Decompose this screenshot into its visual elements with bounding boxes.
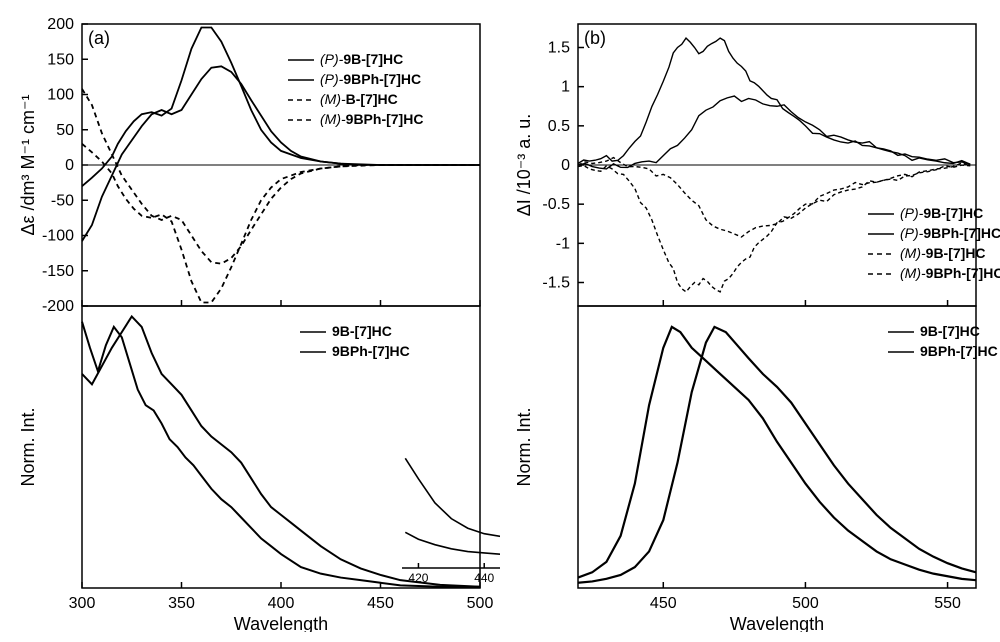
legend-item: (P)-9B-[7]HC (320, 51, 403, 67)
legend-item: (P)-9B-[7]HC (900, 205, 983, 221)
ytick-label: -200 (42, 298, 74, 315)
xtick-label: 300 (69, 595, 96, 612)
legend-item: (M)-9B-[7]HC (900, 245, 986, 261)
legend-item: (M)-9BPh-[7]HC (320, 111, 423, 127)
ytick-label: 0 (561, 157, 570, 174)
xtick-label: 500 (467, 595, 494, 612)
xtick-label: 450 (650, 595, 677, 612)
legend-item: (M)-B-[7]HC (320, 91, 398, 107)
panel-b: (b) -1.5 -1 -0.5 0 0.5 1 1.5 ΔI /10⁻³ a. u. (P)-9… (510, 10, 1000, 632)
xtick-label: 550 (934, 595, 961, 612)
ytick-label: 100 (47, 87, 74, 104)
ytick-label: -150 (42, 263, 74, 280)
series-9B-7HC (578, 327, 976, 580)
ytick-label: 200 (47, 16, 74, 33)
ytick-label: 50 (56, 122, 74, 139)
series-9B-7HC (82, 322, 480, 587)
ytick-label: -100 (42, 228, 74, 245)
ytick-label: -1.5 (542, 275, 570, 292)
xtick-label: 350 (168, 595, 195, 612)
x-axis-label: Wavelength (234, 614, 328, 632)
ytick-label: -0.5 (542, 196, 570, 213)
ytick-label: -50 (51, 192, 74, 209)
series-P-9B-7HC (82, 28, 480, 187)
ytick-label: 150 (47, 51, 74, 68)
panel-b-svg: (b) -1.5 -1 -0.5 0 0.5 1 1.5 ΔI /10⁻³ a. u. (P)-9… (510, 10, 1000, 632)
ytick-label: 0.5 (548, 118, 570, 135)
y-axis-label: ΔI /10⁻³ a. u. (514, 114, 534, 217)
y-axis-label: Δε /dm³ M⁻¹ cm⁻¹ (18, 94, 38, 235)
series-9BPh-7HC (82, 316, 480, 586)
series-9BPh-7HC (578, 327, 976, 583)
panel-a-svg: (a) -200 -150 -100 -50 0 50 100 150 200 Δε /dm³ M⁻… (10, 10, 500, 632)
y-axis-label: Norm. Int. (514, 407, 534, 486)
ytick-label: 1 (561, 79, 570, 96)
legend-item: (P)-9BPh-[7]HC (900, 225, 1000, 241)
x-axis-label: Wavelength (730, 614, 824, 632)
panel-label: (b) (584, 28, 606, 48)
legend-item: (P)-9BPh-[7]HC (320, 71, 421, 87)
series-M-B-7HC (82, 144, 480, 303)
panel-a: (a) -200 -150 -100 -50 0 50 100 150 200 Δε /dm³ M⁻… (10, 10, 500, 632)
ytick-label: 1.5 (548, 40, 570, 57)
y-axis-label: Norm. Int. (18, 407, 38, 486)
panel-label: (a) (88, 28, 110, 48)
xtick-label: 500 (792, 595, 819, 612)
ytick-label: -1 (556, 235, 570, 252)
inset-series-9BPh-7HC (405, 532, 500, 561)
inset-xtick: 420 (408, 571, 428, 585)
ytick-label: 0 (65, 157, 74, 174)
xtick-label: 400 (268, 595, 295, 612)
inset-xtick: 440 (474, 571, 494, 585)
series-P-9B-7HC (578, 38, 970, 164)
legend-item: (M)-9BPh-[7]HC (900, 265, 1000, 281)
inset-series-9B-7HC (405, 458, 500, 547)
legend-item: 9B-[7]HC (920, 323, 980, 339)
series-P-9BPh-7HC (578, 96, 970, 169)
legend-item: 9BPh-[7]HC (332, 343, 410, 359)
xtick-label: 450 (367, 595, 394, 612)
legend-item: 9B-[7]HC (332, 323, 392, 339)
legend-item: 9BPh-[7]HC (920, 343, 998, 359)
